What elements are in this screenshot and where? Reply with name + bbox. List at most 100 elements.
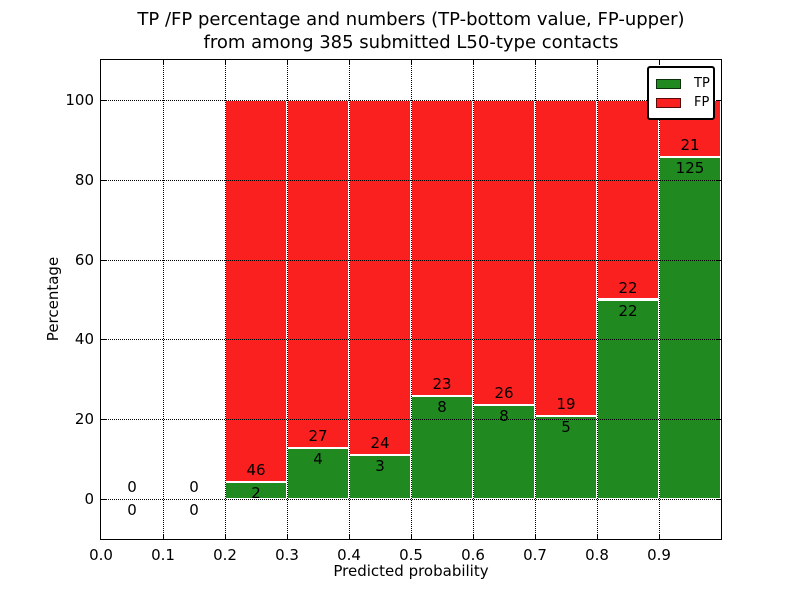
gridline-x [659, 60, 660, 539]
x-tick-label: 0.3 [275, 546, 299, 564]
bar-label-fp: 24 [370, 433, 390, 452]
bar-segment-tp [349, 454, 411, 500]
x-tick-label: 0.7 [523, 546, 547, 564]
x-tick-label: 0.6 [461, 546, 485, 564]
bar-segment-tp [287, 447, 349, 500]
y-tickmark [101, 179, 106, 181]
bar-label-tp: 5 [561, 417, 571, 436]
bar-segment-fp [349, 99, 411, 455]
y-tickmark [716, 499, 721, 501]
bar-label-tp: 2 [251, 484, 261, 503]
bar-segment-tp [597, 299, 659, 500]
bar-label-tp: 8 [437, 398, 447, 417]
bar-label-tp: 125 [675, 159, 705, 178]
x-tickmark [349, 534, 350, 539]
gridline-x [225, 60, 226, 539]
y-tick-label: 100 [65, 90, 94, 109]
bar-label-fp: 0 [189, 478, 199, 497]
y-tickmark [101, 259, 106, 261]
y-tick-label: 40 [74, 330, 94, 349]
x-tickmark [411, 534, 412, 539]
x-tickmark [473, 60, 474, 65]
x-tickmark [349, 60, 350, 65]
y-tick-label: 60 [74, 250, 94, 269]
y-tickmark [101, 419, 106, 421]
x-tick-label: 0.4 [337, 546, 361, 564]
x-tick-label: 0.8 [585, 546, 609, 564]
y-tickmark [101, 499, 106, 501]
x-tickmark [535, 60, 536, 65]
bar-label-fp: 21 [680, 136, 700, 155]
bar-segment-fp [597, 99, 659, 300]
bar-segment-fp [473, 99, 535, 406]
bar-label-fp: 26 [494, 384, 514, 403]
y-tickmark [716, 259, 721, 261]
gridline-x [287, 60, 288, 539]
chart-title: TP /FP percentage and numbers (TP-bottom… [100, 8, 722, 54]
legend-entry: FP [656, 94, 710, 111]
legend-entry: TP [656, 75, 710, 92]
bar-label-fp: 27 [308, 426, 328, 445]
x-tickmark [225, 534, 226, 539]
x-tickmark [287, 60, 288, 65]
legend-swatch [656, 78, 681, 89]
legend: TP FP [647, 66, 715, 120]
y-tickmark [716, 99, 721, 101]
x-tickmark [163, 60, 164, 65]
y-tickmark [101, 339, 106, 341]
x-tickmark [163, 534, 164, 539]
y-tickmark [716, 419, 721, 421]
bar-label-tp: 8 [499, 407, 509, 426]
x-tick-label: 0.0 [89, 546, 113, 564]
gridline-x [411, 60, 412, 539]
x-tick-label: 0.2 [213, 546, 237, 564]
chart-title-line2: from among 385 submitted L50-type contac… [203, 32, 619, 53]
x-tickmark [597, 534, 598, 539]
x-tickmark [473, 534, 474, 539]
gridline-x [535, 60, 536, 539]
legend-swatch [656, 97, 681, 108]
y-axis-label: Percentage [44, 256, 62, 342]
x-tickmark [535, 534, 536, 539]
y-tick-label: 0 [84, 490, 94, 509]
bar-label-fp: 19 [556, 394, 576, 413]
x-tickmark [659, 60, 660, 65]
y-tickmark [716, 339, 721, 341]
legend-label: TP [694, 76, 710, 91]
bar-label-fp: 46 [246, 461, 266, 480]
y-tick-label: 20 [74, 410, 94, 429]
bar-label-fp: 23 [432, 375, 452, 394]
chart-title-line1: TP /FP percentage and numbers (TP-bottom… [137, 9, 685, 30]
bar-label-tp: 0 [189, 501, 199, 520]
gridline-x [473, 60, 474, 539]
x-tickmark [597, 60, 598, 65]
bar-label-tp: 3 [375, 456, 385, 475]
x-tickmark [225, 60, 226, 65]
y-tickmark [716, 179, 721, 181]
plot-area: TP FP 0 0 0 0 46 2 27 4 24 3 23 8 26 8 19 5 22 22 21 125 [100, 59, 722, 540]
y-tickmark [101, 99, 106, 101]
legend-label: FP [694, 95, 710, 110]
bar-segment-fp [411, 99, 473, 397]
bar-segment-fp [287, 99, 349, 448]
bar-label-fp: 0 [127, 478, 137, 497]
x-tick-label: 0.9 [647, 546, 671, 564]
bar-segment-fp [535, 99, 597, 416]
gridline-x [349, 60, 350, 539]
bar-label-tp: 22 [618, 301, 638, 320]
gridline-x [597, 60, 598, 539]
x-tickmark [411, 60, 412, 65]
x-axis-label: Predicted probability [333, 562, 489, 580]
x-tickmark [659, 534, 660, 539]
bar-label-tp: 0 [127, 501, 137, 520]
gridline-x [163, 60, 164, 539]
bar-segment-fp [225, 99, 287, 483]
x-tickmark [287, 534, 288, 539]
bar-segment-tp [659, 157, 721, 500]
x-tick-label: 0.5 [399, 546, 423, 564]
y-tick-label: 80 [74, 170, 94, 189]
bar-label-fp: 22 [618, 278, 638, 297]
bar-label-tp: 4 [313, 449, 323, 468]
x-tick-label: 0.1 [151, 546, 175, 564]
